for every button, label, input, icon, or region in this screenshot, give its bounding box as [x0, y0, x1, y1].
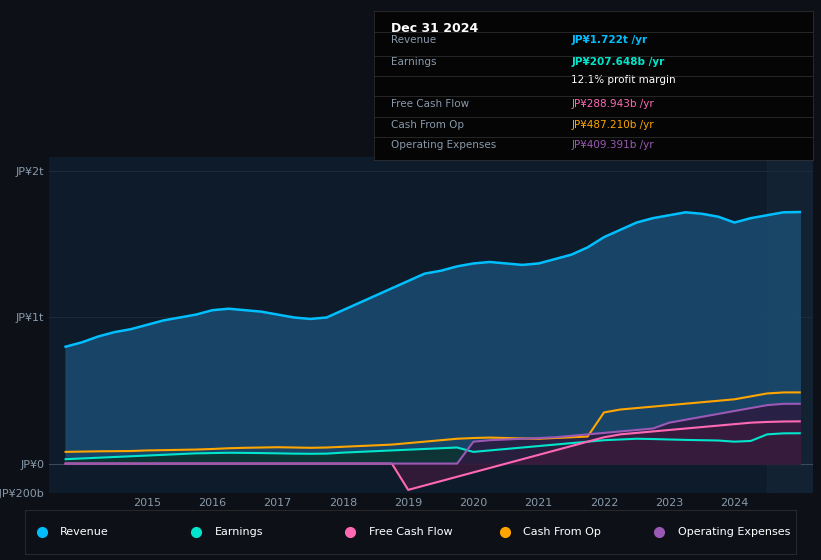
Text: Free Cash Flow: Free Cash Flow	[391, 99, 470, 109]
Text: JP¥487.210b /yr: JP¥487.210b /yr	[571, 119, 654, 129]
Text: Revenue: Revenue	[60, 527, 109, 537]
Text: 12.1% profit margin: 12.1% profit margin	[571, 75, 676, 85]
Text: Operating Expenses: Operating Expenses	[391, 141, 497, 150]
Text: Dec 31 2024: Dec 31 2024	[391, 22, 479, 35]
Bar	[767, 157, 813, 493]
Text: Operating Expenses: Operating Expenses	[677, 527, 790, 537]
Text: Cash From Op: Cash From Op	[391, 119, 464, 129]
Text: JP¥1.722t /yr: JP¥1.722t /yr	[571, 35, 647, 45]
Text: JP¥207.648b /yr: JP¥207.648b /yr	[571, 57, 664, 67]
Text: Earnings: Earnings	[214, 527, 263, 537]
Text: Earnings: Earnings	[391, 57, 437, 67]
Text: Free Cash Flow: Free Cash Flow	[369, 527, 452, 537]
Text: JP¥288.943b /yr: JP¥288.943b /yr	[571, 99, 654, 109]
Text: JP¥409.391b /yr: JP¥409.391b /yr	[571, 141, 654, 150]
Text: Cash From Op: Cash From Op	[523, 527, 601, 537]
Text: Revenue: Revenue	[391, 35, 436, 45]
